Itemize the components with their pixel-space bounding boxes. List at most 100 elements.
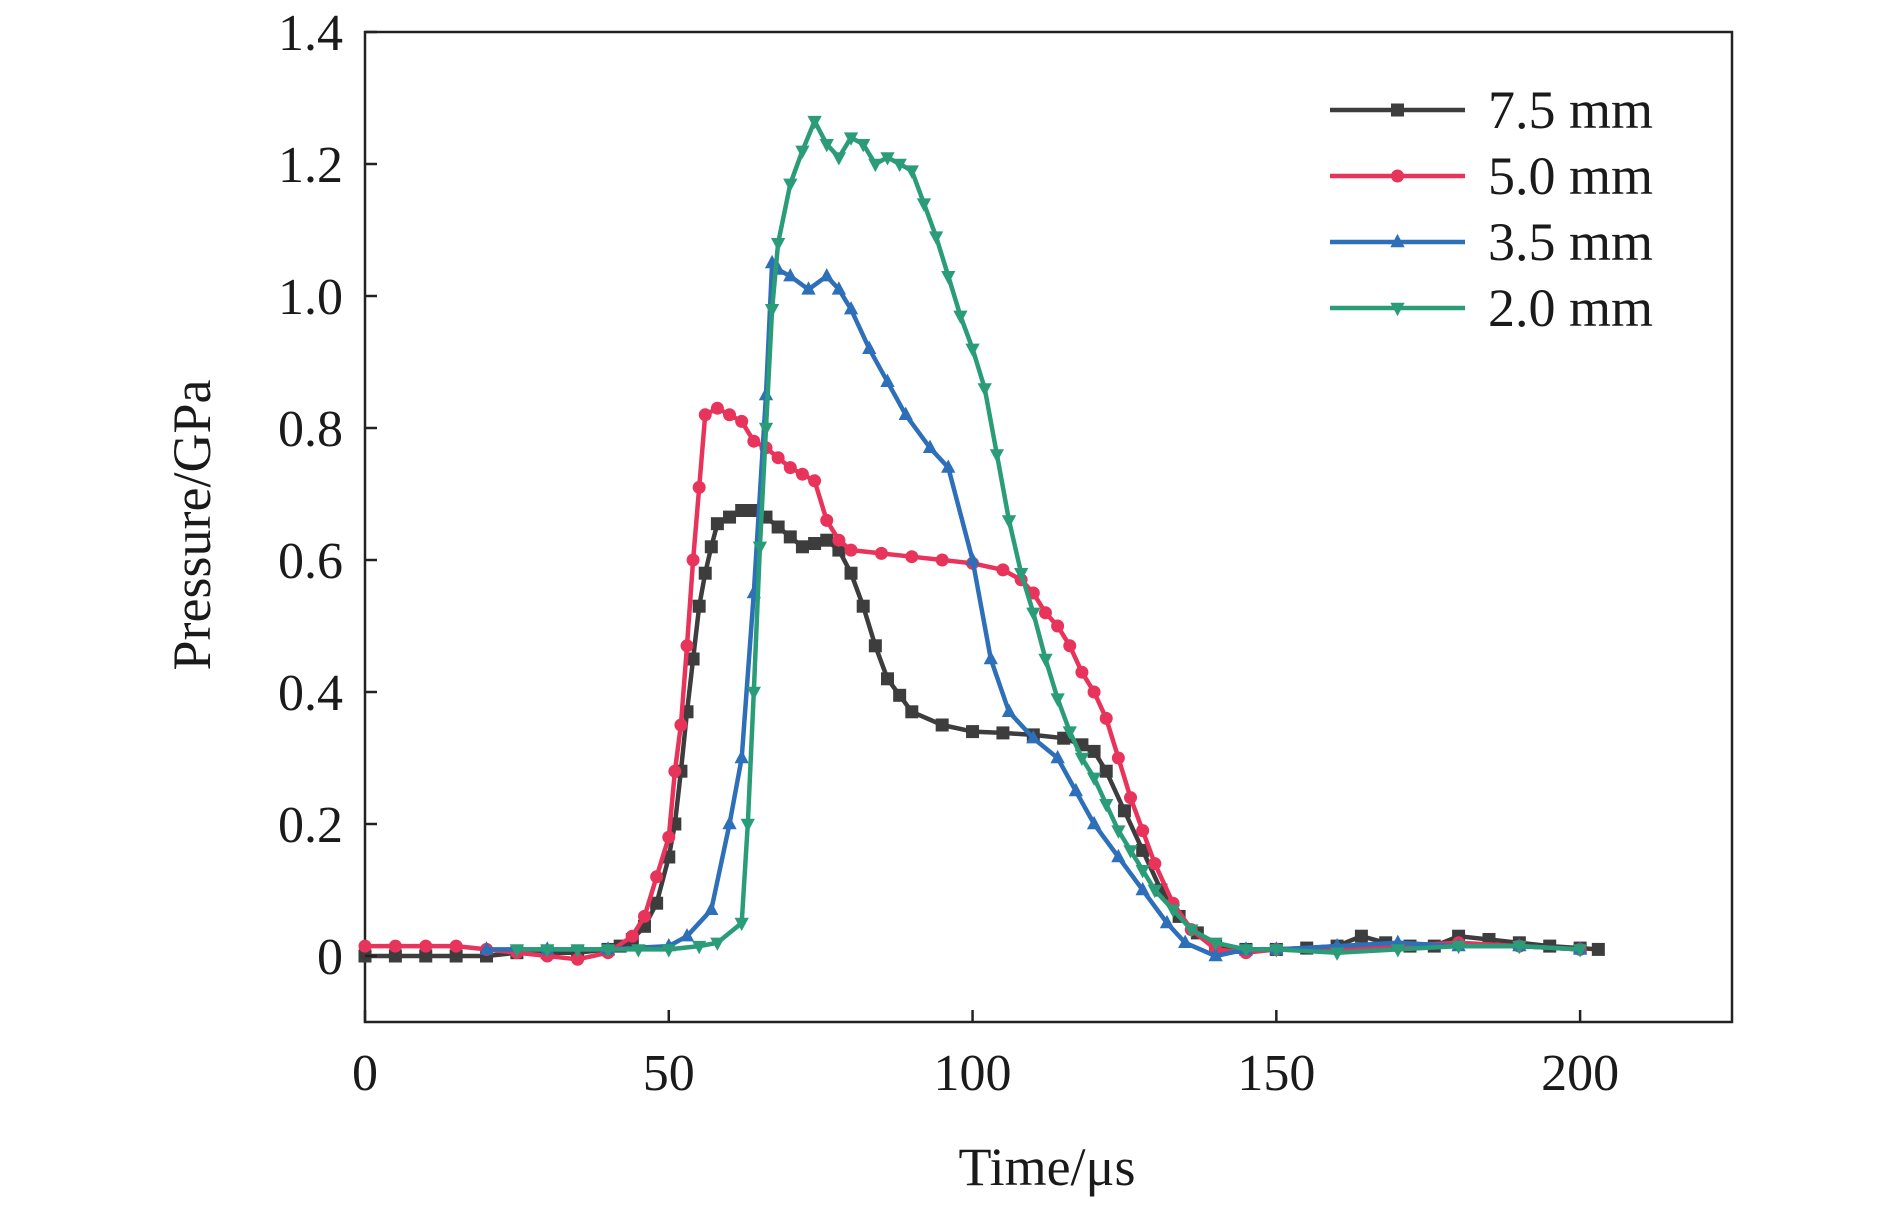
- data-point: [1099, 764, 1113, 778]
- series-7-5-mm: [358, 504, 1605, 963]
- data-point: [1184, 924, 1199, 938]
- data-point: [831, 152, 847, 166]
- data-point: [740, 818, 755, 833]
- legend-item: 2.0 mm: [1330, 278, 1653, 338]
- data-point: [680, 639, 694, 653]
- legend-label: 3.5 mm: [1488, 212, 1653, 272]
- data-point: [1074, 752, 1090, 767]
- data-point: [783, 530, 797, 544]
- data-point: [692, 940, 707, 955]
- data-point: [1178, 934, 1193, 948]
- data-point: [1329, 947, 1345, 961]
- data-point: [734, 749, 749, 764]
- legend-label: 5.0 mm: [1488, 146, 1653, 206]
- data-point: [977, 383, 992, 397]
- data-point: [1038, 606, 1052, 620]
- data-point: [710, 517, 724, 531]
- legend-item: 3.5 mm: [1330, 212, 1653, 272]
- data-point: [419, 939, 433, 953]
- data-point: [892, 158, 907, 173]
- data-point: [856, 599, 870, 613]
- y-tick-label: 0.6: [278, 533, 343, 590]
- legend-marker: [1391, 103, 1404, 117]
- data-point: [1147, 884, 1162, 899]
- data-point: [704, 540, 718, 554]
- legend-label: 7.5 mm: [1488, 80, 1653, 140]
- x-axis-title: Time/μs: [958, 1137, 1135, 1197]
- data-point: [710, 937, 725, 951]
- data-point: [1124, 791, 1138, 805]
- series-line: [362, 405, 1583, 962]
- data-point: [479, 941, 494, 955]
- data-point: [723, 510, 737, 524]
- data-point: [1051, 619, 1065, 633]
- data-point: [1001, 703, 1017, 717]
- data-point: [1099, 711, 1113, 725]
- data-point: [668, 764, 682, 778]
- data-point: [698, 408, 712, 422]
- data-point: [795, 540, 809, 554]
- legend-label: 2.0 mm: [1488, 278, 1653, 338]
- data-point: [844, 543, 858, 557]
- data-point: [650, 896, 664, 910]
- data-point: [600, 944, 616, 958]
- data-point: [783, 461, 797, 475]
- data-point: [1159, 914, 1175, 929]
- data-point: [650, 870, 664, 884]
- data-point: [941, 459, 956, 473]
- data-point: [1591, 942, 1605, 956]
- data-point: [1390, 944, 1405, 958]
- y-tick-label: 0.4: [278, 665, 343, 722]
- data-point: [1208, 937, 1223, 951]
- data-point: [735, 414, 749, 428]
- data-point: [1038, 653, 1053, 668]
- data-point: [983, 650, 998, 665]
- data-point: [832, 543, 846, 557]
- data-point: [1087, 744, 1101, 758]
- data-point: [1086, 772, 1102, 786]
- data-point: [1165, 904, 1181, 918]
- data-point: [1087, 685, 1101, 699]
- legend-item: 5.0 mm: [1330, 146, 1653, 206]
- legend-item: 7.5 mm: [1330, 80, 1653, 140]
- x-tick-label: 0: [352, 1045, 378, 1102]
- y-tick-label: 0.8: [278, 401, 343, 458]
- data-point: [1238, 944, 1254, 958]
- data-point: [358, 939, 372, 953]
- data-point: [1001, 515, 1017, 529]
- data-point: [1135, 881, 1150, 896]
- data-point: [1014, 568, 1029, 582]
- data-point: [692, 599, 706, 613]
- data-point: [795, 467, 809, 481]
- data-point: [704, 901, 719, 915]
- data-point: [868, 158, 883, 173]
- data-point: [758, 422, 774, 437]
- data-point: [449, 949, 463, 963]
- data-point: [631, 944, 646, 958]
- data-point: [674, 718, 688, 732]
- data-point: [1451, 940, 1466, 955]
- data-point: [509, 944, 525, 958]
- data-point: [1062, 726, 1077, 740]
- data-point: [679, 928, 695, 942]
- data-point: [1050, 693, 1065, 707]
- data-point: [783, 268, 798, 282]
- y-axis-title: Pressure/GPa: [162, 379, 222, 670]
- data-point: [941, 271, 956, 285]
- data-point: [1572, 944, 1588, 958]
- x-tick-label: 100: [934, 1045, 1012, 1102]
- data-point: [747, 434, 761, 448]
- data-point: [734, 917, 749, 932]
- data-point: [1050, 749, 1065, 764]
- y-tick-label: 0.2: [278, 797, 343, 854]
- data-point: [637, 909, 651, 923]
- data-point: [1269, 944, 1284, 958]
- data-point: [764, 304, 780, 318]
- data-point: [783, 178, 798, 192]
- data-point: [1123, 845, 1138, 859]
- data-point: [966, 725, 980, 739]
- data-point: [935, 718, 949, 732]
- x-tick-label: 50: [643, 1045, 695, 1102]
- data-point: [752, 541, 768, 555]
